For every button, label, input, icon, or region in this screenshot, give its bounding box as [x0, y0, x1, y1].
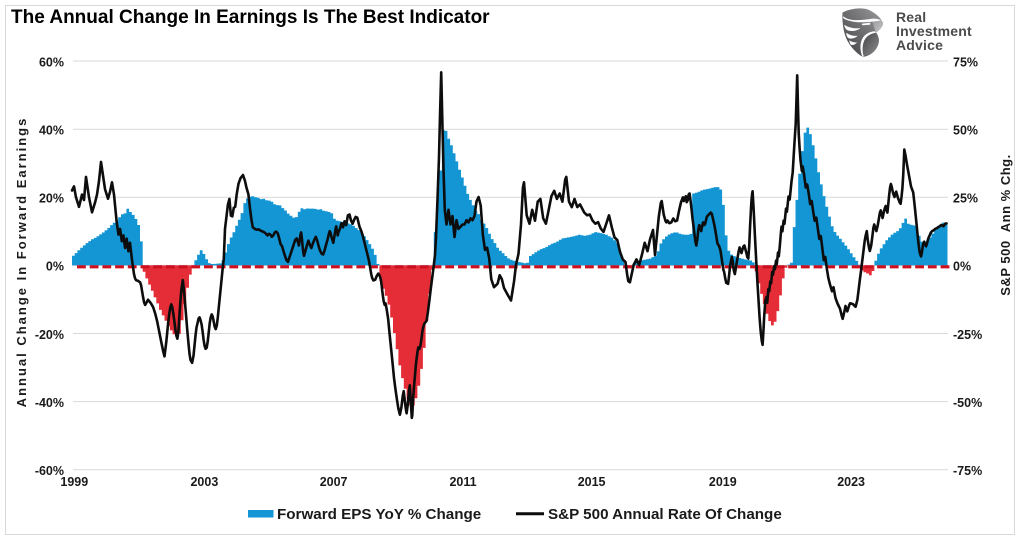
- svg-text:-50%: -50%: [953, 396, 982, 410]
- svg-text:2015: 2015: [578, 475, 606, 489]
- svg-text:Real: Real: [896, 9, 926, 25]
- svg-text:2003: 2003: [190, 475, 218, 489]
- svg-text:2023: 2023: [837, 475, 865, 489]
- svg-text:2007: 2007: [320, 475, 348, 489]
- svg-text:-40%: -40%: [35, 396, 64, 410]
- svg-text:Investment: Investment: [896, 23, 972, 39]
- svg-text:50%: 50%: [953, 124, 978, 138]
- svg-text:Annual Change In Forward Earni: Annual Change In Forward Earnings: [14, 117, 29, 408]
- svg-text:60%: 60%: [39, 55, 64, 69]
- svg-text:Forward EPS YoY % Change: Forward EPS YoY % Change: [277, 506, 481, 523]
- svg-text:1999: 1999: [60, 475, 88, 489]
- svg-text:40%: 40%: [39, 124, 64, 138]
- svg-text:0%: 0%: [46, 260, 64, 274]
- svg-text:-60%: -60%: [35, 464, 64, 478]
- svg-text:Advice: Advice: [896, 37, 943, 53]
- svg-text:0%: 0%: [953, 260, 971, 274]
- svg-text:S&P 500 Ann % Chg.: S&P 500 Ann % Chg.: [998, 154, 1013, 295]
- svg-text:-25%: -25%: [953, 328, 982, 342]
- svg-text:S&P 500 Annual Rate Of Change: S&P 500 Annual Rate Of Change: [548, 506, 782, 523]
- svg-text:The Annual Change In Earnings: The Annual Change In Earnings Is The Bes…: [11, 7, 490, 28]
- svg-text:-75%: -75%: [953, 464, 982, 478]
- svg-text:25%: 25%: [953, 192, 978, 206]
- svg-text:-20%: -20%: [35, 328, 64, 342]
- svg-text:75%: 75%: [953, 55, 978, 69]
- svg-text:2019: 2019: [709, 475, 737, 489]
- svg-text:20%: 20%: [39, 192, 64, 206]
- svg-text:2011: 2011: [449, 475, 476, 489]
